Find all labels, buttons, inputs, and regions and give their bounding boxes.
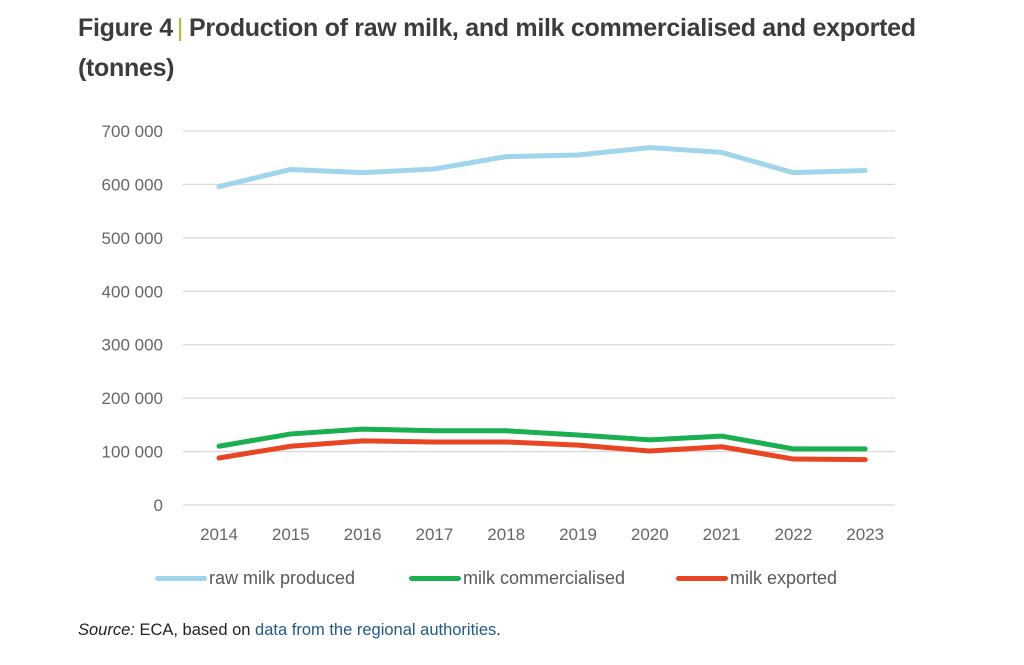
x-tick-label: 2020: [631, 525, 669, 544]
title-line-2: (tonnes): [78, 54, 175, 82]
legend-item-milk-exported: milk exported: [676, 568, 837, 589]
source-text: ECA, based on: [134, 621, 256, 639]
y-axis-ticks: 0 100 000 200 000 300 000 400 000 500 000 600 …: [102, 122, 163, 515]
y-tick-label: 400 000: [102, 282, 163, 301]
x-tick-label: 2014: [200, 525, 238, 544]
y-tick-label: 500 000: [102, 229, 163, 248]
x-tick-label: 2015: [272, 525, 310, 544]
y-tick-label: 0: [154, 496, 163, 515]
x-tick-label: 2019: [559, 525, 597, 544]
gridlines: [183, 130, 895, 506]
series-lines: [216, 145, 868, 463]
figure-label: Figure 4: [78, 14, 173, 42]
x-tick-label: 2022: [774, 525, 812, 544]
source-trailing: .: [496, 621, 501, 639]
legend-label: milk exported: [730, 568, 838, 588]
title-separator: |: [176, 14, 184, 42]
source-note: Source: ECA, based on data from the regi…: [78, 621, 501, 640]
x-tick-label: 2021: [703, 525, 741, 544]
source-link[interactable]: data from the regional authorities: [255, 621, 497, 639]
y-tick-label: 600 000: [102, 175, 163, 194]
figure-title-text: Production of raw milk, and milk commerc…: [189, 14, 916, 42]
legend-label: raw milk produced: [209, 568, 356, 588]
y-tick-label: 700 000: [102, 122, 163, 141]
x-tick-label: 2018: [487, 525, 525, 544]
series-line-milk-commercialised: [216, 426, 868, 452]
legend-swatch-commercialised: [409, 576, 461, 581]
x-axis-ticks: 2014 2015 2016 2017 2018 2019 2020 2021 2022 2023: [200, 525, 884, 544]
source-label: Source:: [78, 621, 135, 639]
figure-title: Figure 4 | Production of raw milk, and mil…: [78, 8, 978, 88]
legend-swatch-raw-milk: [155, 576, 207, 581]
x-tick-label: 2017: [415, 525, 453, 544]
series-line-milk-exported: [216, 438, 868, 463]
legend-item-milk-commercialised: milk commercialised: [409, 568, 625, 589]
y-tick-label: 300 000: [102, 336, 163, 355]
y-tick-label: 200 000: [102, 389, 163, 408]
x-tick-label: 2016: [344, 525, 382, 544]
legend-swatch-exported: [676, 576, 728, 581]
legend-item-raw-milk-produced: raw milk produced: [155, 568, 355, 589]
line-chart: 0 100 000 200 000 300 000 400 000 500 000 600 …: [102, 122, 895, 544]
legend: raw milk produced milk commercialised mi…: [0, 568, 1024, 592]
y-tick-label: 100 000: [102, 443, 163, 462]
title-line-1: Figure 4 | Production of raw milk, and mil…: [78, 8, 978, 48]
legend-label: milk commercialised: [463, 568, 626, 588]
series-line-raw-milk-produced: [216, 145, 868, 190]
x-tick-label: 2023: [846, 525, 884, 544]
